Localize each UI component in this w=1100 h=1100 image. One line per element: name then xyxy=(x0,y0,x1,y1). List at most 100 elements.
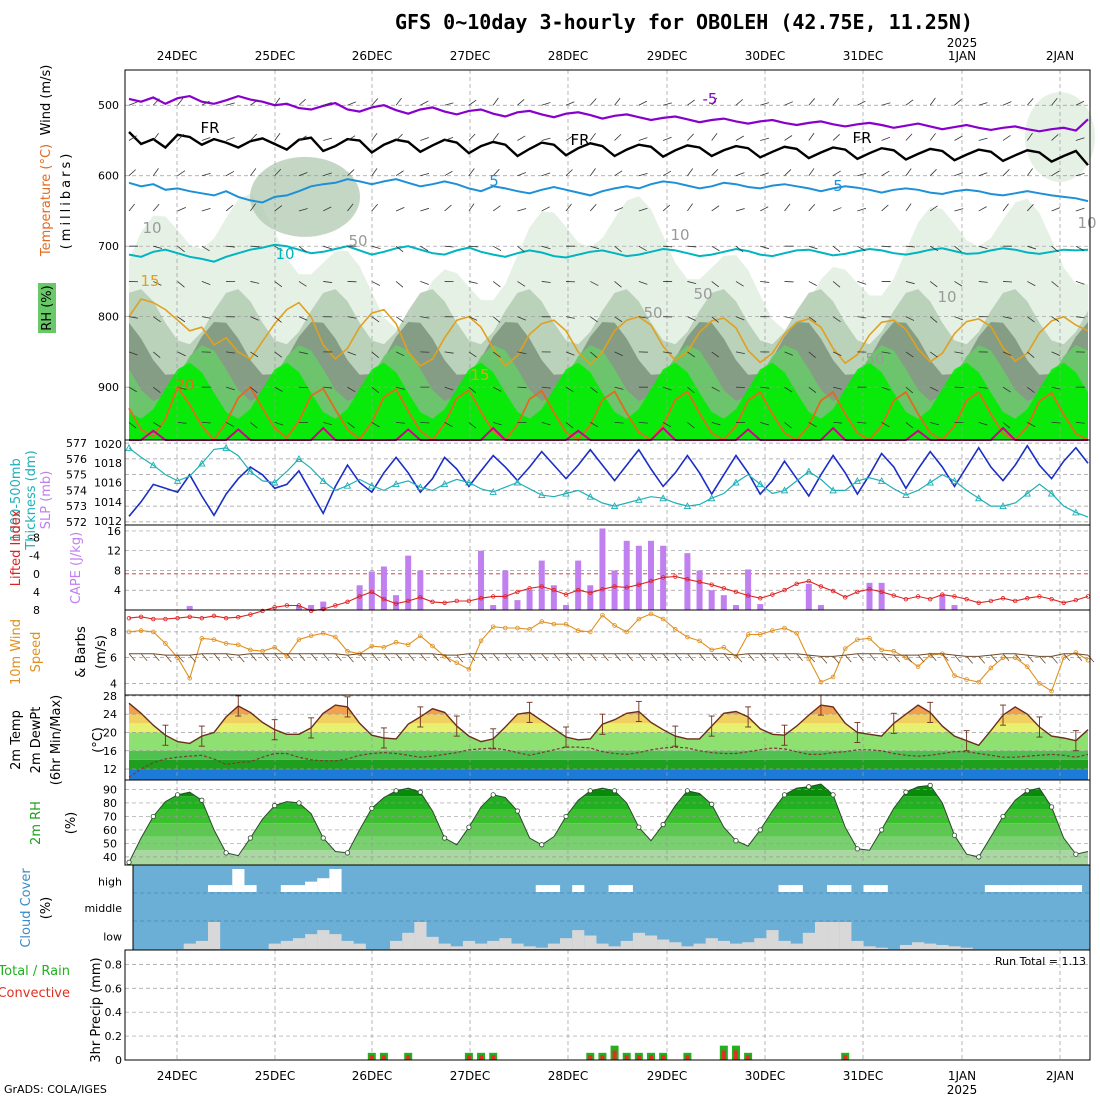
wind-barb xyxy=(468,653,476,662)
li-marker xyxy=(345,599,350,605)
wind-barb xyxy=(602,653,609,662)
precipitation-panel: 0.8 0.6 0.4 0.2 0 Run Total = 1.13 Total / Rai… xyxy=(0,949,1091,1067)
speed-marker xyxy=(806,656,812,662)
li-marker xyxy=(381,596,387,602)
li-marker xyxy=(1025,596,1030,601)
wind-barb xyxy=(529,653,536,662)
rh-marker xyxy=(660,821,666,828)
thickness-marker xyxy=(1072,508,1080,516)
right-tick-label: 1014 xyxy=(94,496,122,509)
cape-bar xyxy=(563,605,570,610)
cape-bar xyxy=(550,585,557,610)
li-marker xyxy=(272,605,277,610)
wind-barb xyxy=(250,245,260,248)
thickness-label-2: Thickness (dm) xyxy=(24,450,39,550)
li-marker xyxy=(248,612,253,617)
rh-band xyxy=(129,850,1088,865)
li-marker xyxy=(648,578,654,584)
cloud-bar-low xyxy=(912,942,925,949)
cape-bar xyxy=(647,540,654,610)
rh-bands xyxy=(129,784,1088,865)
rh-marker xyxy=(514,808,521,814)
wind-barb xyxy=(881,386,891,391)
speed-marker xyxy=(490,624,496,630)
wind-barb xyxy=(128,316,138,319)
wind-barb xyxy=(286,653,294,662)
cape-bar xyxy=(490,605,497,610)
cape-bar xyxy=(817,605,824,610)
li-marker xyxy=(308,608,314,614)
y-tick-label: 600 xyxy=(98,170,119,183)
cloud-bar-low xyxy=(644,935,658,949)
wind-barb xyxy=(577,653,585,662)
cloud-cover-panel: high middle low Cloud Cover (%) xyxy=(19,864,1091,951)
thickness-marker xyxy=(756,480,764,488)
wind-barb xyxy=(784,316,794,319)
wind-barb xyxy=(517,135,526,141)
wind-barb xyxy=(1002,386,1011,393)
wind-barb xyxy=(614,316,623,323)
wind-barb xyxy=(1027,245,1036,250)
wind-barb xyxy=(250,203,256,212)
cloud-bar-low xyxy=(499,938,512,949)
cape-bar xyxy=(380,566,387,610)
li-marker xyxy=(1073,597,1079,603)
thickness-marker xyxy=(440,480,449,488)
wind-barb xyxy=(929,653,937,662)
wind-barb xyxy=(723,653,731,662)
cape-bar xyxy=(405,555,412,610)
wind-barb xyxy=(881,653,888,662)
left-tick-label: 8 xyxy=(33,604,40,617)
wind-barb xyxy=(177,316,186,323)
li-marker xyxy=(563,592,569,597)
wind-barb xyxy=(711,281,720,288)
cloud-bar-high xyxy=(305,881,318,892)
speed-marker xyxy=(248,647,253,653)
isotherm-label: 50 xyxy=(693,285,712,303)
li-marker xyxy=(964,596,969,602)
rh-marker xyxy=(417,789,423,795)
wind-barb xyxy=(614,97,621,106)
cloud-bar-low xyxy=(705,938,718,949)
wind-barb xyxy=(857,281,867,285)
wind-barb xyxy=(201,172,211,177)
thickness-marker xyxy=(222,443,230,451)
wind-barb xyxy=(152,203,160,212)
wind-barb xyxy=(881,204,889,212)
precip-convective-bar xyxy=(843,1055,848,1060)
credit-label: GrADS: COLA/IGES xyxy=(4,1083,107,1096)
thickness-marker xyxy=(805,467,813,475)
wind-barb xyxy=(347,203,354,212)
wind-barb xyxy=(711,421,721,426)
cape-bar xyxy=(538,560,545,610)
wind-barb xyxy=(1051,245,1059,253)
li-marker xyxy=(478,596,484,601)
speed-marker xyxy=(587,629,593,635)
wind-barb xyxy=(456,654,464,663)
wind-barb xyxy=(735,208,745,212)
wind-barb xyxy=(468,351,477,358)
wind-barb xyxy=(444,170,453,177)
wind-barb xyxy=(1075,316,1085,319)
li-marker xyxy=(199,615,205,621)
wind-barb xyxy=(298,351,308,355)
speed-marker xyxy=(709,647,714,653)
cloud-bar-low xyxy=(766,930,779,949)
cloud-bar-low xyxy=(207,922,221,949)
wind-barb xyxy=(832,386,842,390)
wind-barb xyxy=(153,316,161,323)
wind-barb xyxy=(201,245,210,252)
li-marker xyxy=(284,603,290,608)
wind-barb xyxy=(1014,653,1022,662)
wind-barb xyxy=(760,281,770,283)
speed-marker xyxy=(308,633,314,639)
wind-barb xyxy=(820,656,828,664)
wind-barb xyxy=(954,208,964,212)
wind-barb xyxy=(493,421,502,426)
speed-marker xyxy=(527,627,532,632)
wind-barb xyxy=(917,654,925,663)
wind-barb xyxy=(663,102,672,106)
speed-marker xyxy=(515,625,520,631)
wind-barb xyxy=(444,654,451,663)
cloud-bar-low xyxy=(535,947,548,949)
